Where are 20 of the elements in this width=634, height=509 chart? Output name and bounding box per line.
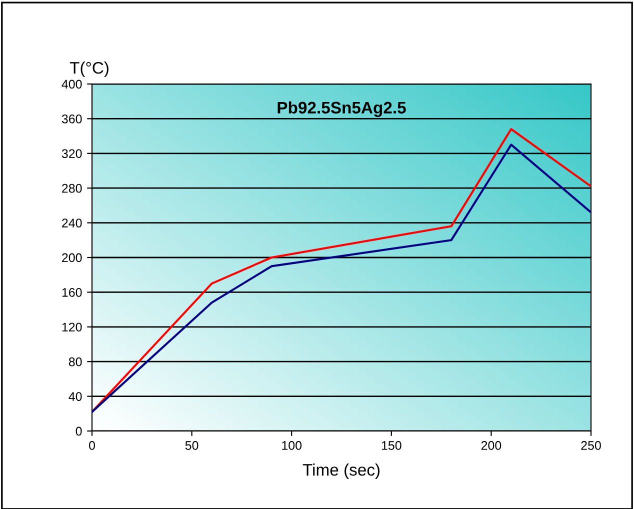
x-axis-title: Time (sec) (302, 463, 380, 480)
y-axis-title: T(°C) (70, 62, 108, 78)
x-tick-label: 0 (89, 441, 95, 450)
x-tick-label: 100 (282, 441, 302, 450)
text: Pb92.5Sn5Ag2.5 (278, 101, 406, 117)
y-tick-label: 240 (62, 218, 82, 228)
x-tick-label: 250 (581, 441, 601, 450)
y-tick-label: 40 (68, 392, 82, 401)
y-tick-label: 160 (62, 288, 82, 297)
x-tick-label: 50 (185, 441, 198, 450)
y-tick-label: 280 (62, 184, 82, 193)
y-tick-label: 0 (76, 426, 82, 436)
y-tick-label: 400 (62, 80, 82, 89)
x-tick-label: 200 (481, 441, 502, 450)
y-tick-label: 80 (68, 357, 82, 366)
x-tick-label: 150 (382, 441, 402, 450)
y-tick-label: 200 (62, 253, 82, 262)
y-tick-label: 360 (62, 114, 82, 124)
y-tick-label: 120 (62, 322, 82, 332)
y-tick-label: 320 (62, 149, 82, 158)
